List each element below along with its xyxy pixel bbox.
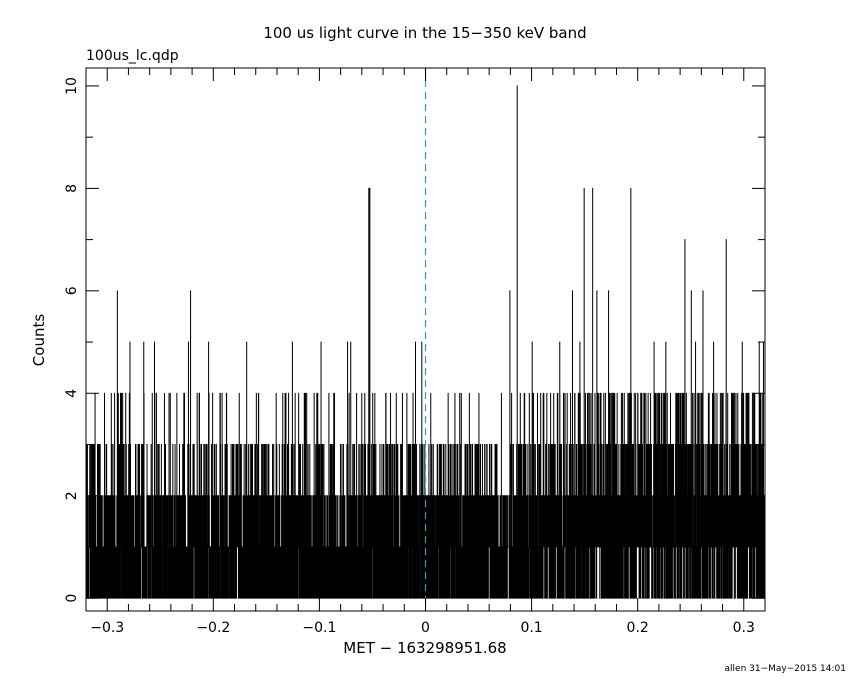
- y-tick-label: 8: [64, 184, 80, 193]
- chart-title: 100 us light curve in the 15−350 keV ban…: [263, 24, 586, 42]
- x-tick-label: 0: [421, 620, 430, 636]
- histogram-step-line: [85, 85, 765, 599]
- file-label: 100us_lc.qdp: [86, 48, 179, 64]
- footer-stamp: allen 31−May−2015 14:01: [725, 664, 846, 674]
- y-tick-label: 0: [64, 594, 80, 603]
- y-tick-label: 2: [64, 491, 80, 500]
- y-tick-labels: 0 2 4 6 8 10: [64, 77, 80, 603]
- axis-ticks: [86, 68, 765, 611]
- x-tick-label: −0.1: [302, 620, 336, 636]
- x-tick-label: −0.2: [196, 620, 230, 636]
- x-tick-label: 0.2: [627, 620, 649, 636]
- x-tick-label: 0.1: [520, 620, 542, 636]
- y-axis-label: Counts: [30, 314, 48, 367]
- y-tick-label: 6: [64, 286, 80, 295]
- y-tick-label: 4: [64, 389, 80, 398]
- y-tick-label: 10: [64, 77, 80, 95]
- x-tick-label: 0.3: [733, 620, 755, 636]
- x-tick-label: −0.3: [90, 620, 124, 636]
- histogram-series: [85, 85, 765, 599]
- x-tick-labels: −0.3 −0.2 −0.1 0 0.1 0.2 0.3: [90, 620, 755, 636]
- x-axis-label: MET − 163298951.68: [343, 639, 506, 657]
